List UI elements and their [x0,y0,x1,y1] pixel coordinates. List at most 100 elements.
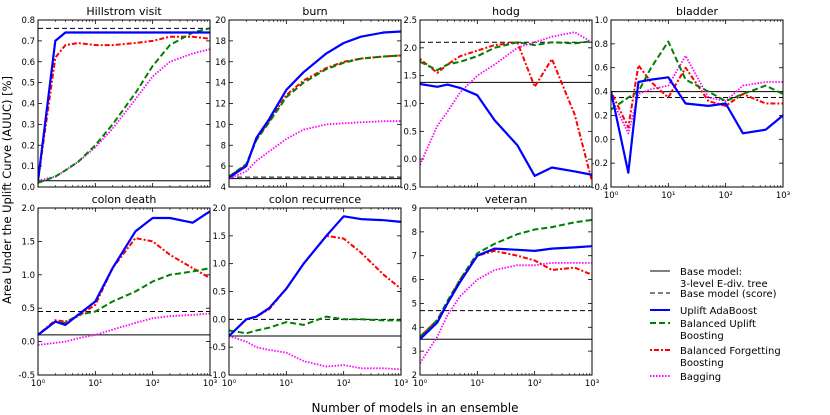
plot-frame [37,207,211,376]
series-bagging-line [38,48,210,182]
x-tick-label: 10³ [585,379,599,389]
y-tick-label: 0.2 [594,111,608,121]
chart-title: burn [302,5,327,18]
y-tick-label: -0.5 [209,343,226,353]
y-tick-label: 0.5 [403,127,417,137]
x-tick-label: 10¹ [279,379,293,389]
series-adaboost-line [229,30,401,179]
y-tick-label: 9 [412,204,417,214]
legend-label: Base model (score) [680,289,777,300]
series-forgetting-line [38,35,210,181]
y-tick-label: -0.5 [18,371,35,381]
x-tick-label: 10⁰ [222,379,237,389]
y-tick-label: 0.1 [21,162,35,172]
y-tick-label: 0.5 [21,79,35,89]
series-balanced-line [229,315,401,335]
chart-hillstrom-visit: Hillstrom visit 0.0 0.1 0.2 0.3 0.4 0.5 0.6 0.7 0… [21,5,211,193]
legend-item-base_tree: Base model:3-level E-div. tree [650,267,768,290]
y-tick-label: 10 [215,120,226,130]
plot-frame [419,207,593,376]
y-tick-label: 1.0 [212,260,226,270]
plot-frame [228,207,402,376]
y-tick-label: 2.0 [403,44,417,54]
x-tick-label: 10⁰ [604,191,619,201]
y-tick-label: 20 [215,16,226,26]
y-tick-label: 0.6 [21,58,35,68]
plot-frame [228,19,402,188]
y-tick-label: 1.5 [403,72,417,82]
x-tick-label: 10³ [394,379,408,389]
y-tick-label: 0.3 [21,120,35,130]
chart-title: bladder [676,5,719,18]
series-forgetting-line [420,41,592,182]
legend-label: 3-level E-div. tree [680,279,768,290]
y-tick-label: 1.5 [212,232,226,242]
y-tick-label: 0.0 [21,338,35,348]
y-tick-label: 0.0 [594,135,608,145]
series-adaboost-line [38,31,210,181]
chart-veteran: veteran 2 3 4 5 6 7 8 9 10⁰ 10¹ 10² 10³ [412,193,600,389]
chart-colon-death: colon death -0.5 0.0 0.5 1.0 1.5 2.0 10⁰ 10¹ 10² 1… [18,193,217,389]
legend-item-adaboost: Uplift AdaBoost [650,306,757,317]
y-tick-label: -0.5 [400,183,417,193]
series-bagging-line [38,312,210,346]
y-tick-label: 2 [412,371,417,381]
series-balanced-line [420,218,592,338]
x-tick-label: 10² [528,379,542,389]
series-bagging-line [420,261,592,364]
x-tick-label: 10³ [203,379,217,389]
y-tick-label: 1.0 [403,100,417,110]
legend-item-base_score: Base model (score) [650,289,777,300]
y-tick-label: 0.0 [21,183,35,193]
y-tick-label: 3 [412,347,417,357]
y-tick-label: 7 [412,252,417,262]
y-tick-label: 4 [221,183,226,193]
series-forgetting-line [611,64,783,129]
y-tick-label: 8 [412,228,417,238]
y-tick-label: 18 [215,37,226,47]
series-balanced-line [611,40,783,111]
y-tick-label: 0.0 [212,315,226,325]
x-tick-label: 10¹ [88,379,102,389]
series-forgetting-line [38,237,210,336]
x-tick-label: 10² [146,379,160,389]
series-bagging-line [420,31,592,166]
y-tick-label: 4 [412,323,417,333]
y-tick-label: -0.2 [591,159,608,169]
x-tick-label: 10¹ [661,191,675,201]
chart-hodg: hodg -0.5 0.0 0.5 1.0 1.5 2.0 2.5 [400,5,593,193]
series-adaboost-line [229,215,401,337]
legend-label: Balanced Uplift [680,319,756,330]
x-tick-label: 10⁰ [413,379,428,389]
legend-item-bagging: Bagging [650,372,721,383]
x-axis-label: Number of models in an ensemble [311,401,518,415]
series-forgetting-line [420,249,592,338]
chart-title: colon recurrence [269,193,361,206]
series-balanced-line [420,40,592,72]
plot-frame [610,19,784,188]
y-tick-label: 0.5 [212,288,226,298]
series-balanced-line [38,27,210,184]
y-tick-label: -1.0 [209,371,226,381]
y-tick-label: 1.0 [21,271,35,281]
y-tick-label: 6 [221,162,226,172]
y-tick-label: 8 [221,141,226,151]
y-tick-label: 5 [412,299,417,309]
legend-label: Base model: [680,267,742,278]
y-tick-label: 0.4 [21,100,35,110]
y-tick-label: 2.5 [403,16,417,26]
chart-colon-recurrence: colon recurrence -1.0 -0.5 0.0 0.5 1.0 1.5 2.0 1… [209,193,408,389]
y-tick-label: 0.7 [21,37,35,47]
chart-burn: burn 4 6 8 10 12 14 16 18 20 [215,5,402,193]
y-tick-label: 14 [215,79,226,89]
y-tick-label: 0.4 [594,88,608,98]
y-tick-label: 12 [215,100,226,110]
y-tick-label: 2.0 [21,204,35,214]
series-adaboost-line [420,82,592,177]
chart-title: Hillstrom visit [86,5,162,18]
y-tick-label: 0.8 [594,40,608,50]
x-tick-label: 10² [337,379,351,389]
chart-bladder: bladder -0.4 -0.2 0.0 0.2 0.4 0.6 0.8 1.0 10⁰ 10¹ 1… [591,5,790,201]
